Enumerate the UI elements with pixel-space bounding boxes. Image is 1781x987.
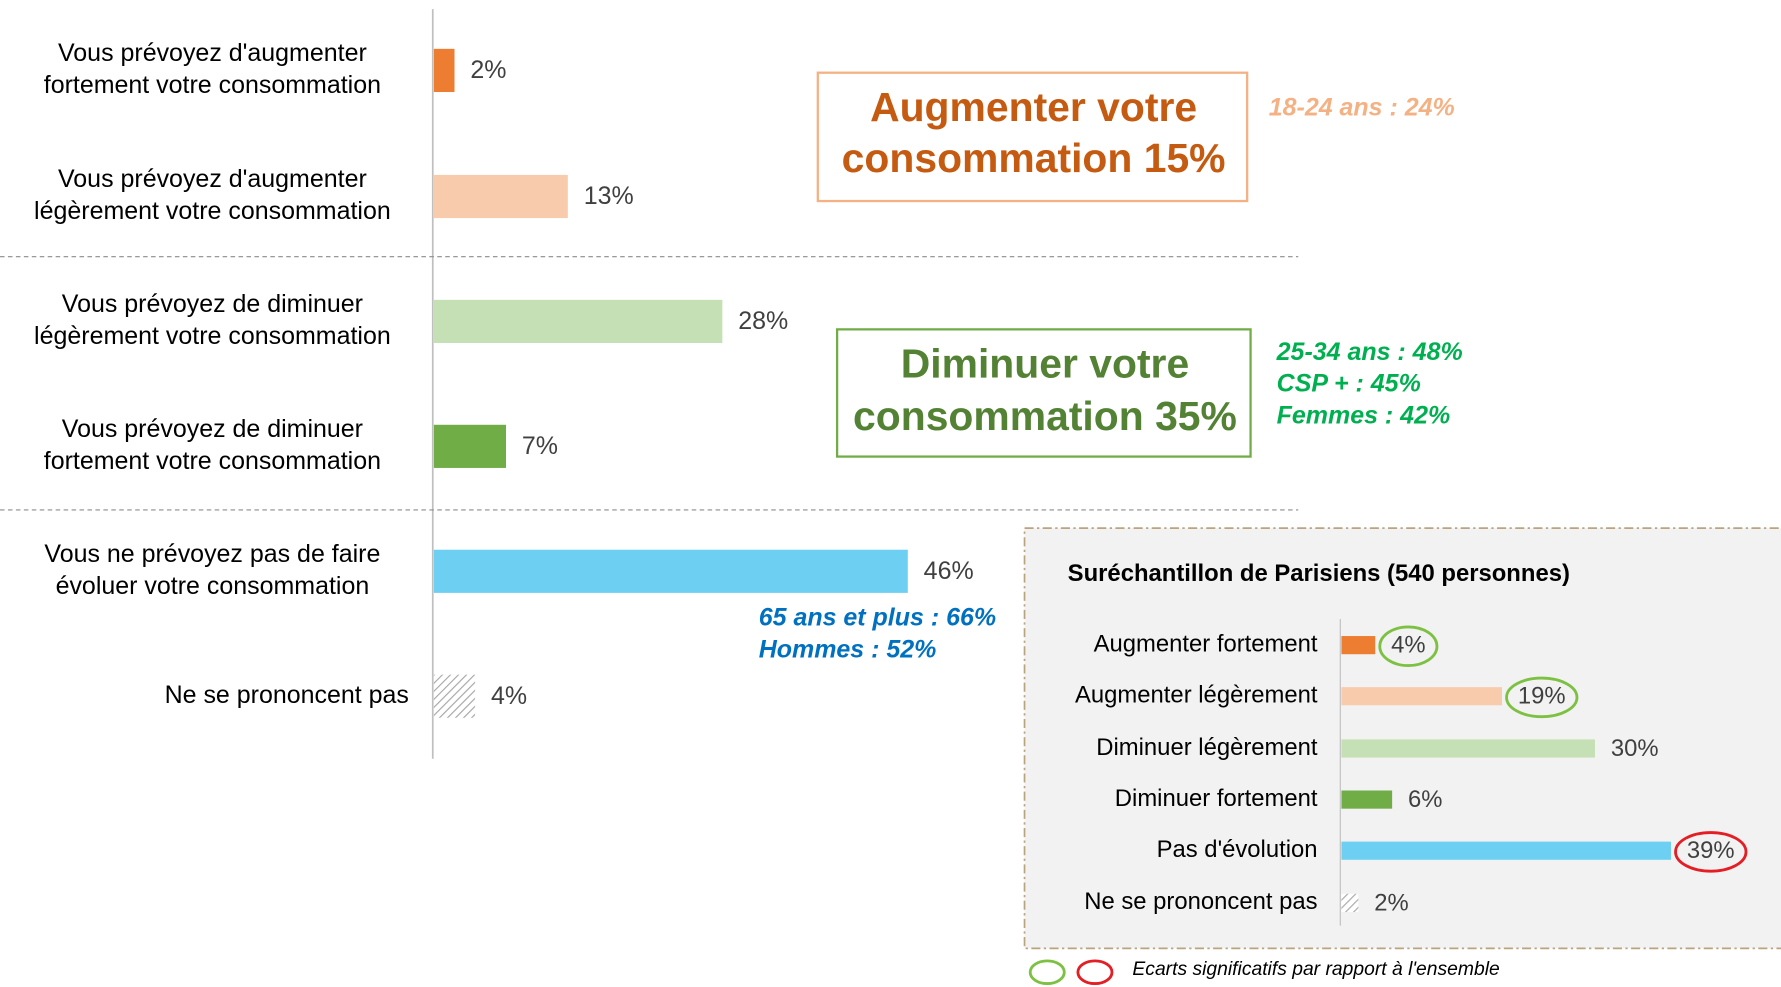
annotation-box [816,71,1249,203]
annotation-text: consommation 15% [842,135,1226,181]
inset-panel [1023,527,1781,950]
category-label: fortement votre consommation [44,71,381,99]
category-label: légèrement votre consommation [34,197,391,225]
value-label: 30% [1611,735,1659,762]
bar [1341,739,1595,758]
category-label: Augmenter fortement [1094,630,1318,657]
significance-circle [1378,625,1439,667]
category-label: fortement votre consommation [44,447,381,475]
bar [433,48,455,92]
bar [1341,687,1502,706]
value-label: 4% [1391,632,1425,659]
value-label: 7% [522,432,558,460]
category-label: Vous prévoyez de diminuer [62,415,363,443]
annotation-text: 25-34 ans : 48% [1276,338,1463,366]
annotation-text: consommation 35% [853,393,1237,439]
legend-symbol [1028,959,1066,986]
bar [433,424,507,468]
significance-circle [1505,676,1579,719]
legend-text: Ecarts significatifs par rapport à l'ens… [1132,959,1500,980]
bar [433,174,568,219]
legend-symbol [1076,959,1114,986]
bar [433,299,723,344]
category-label: Vous prévoyez d'augmenter [58,165,367,193]
category-label: Pas d'évolution [1157,836,1318,863]
category-label: Vous prévoyez d'augmenter [58,39,367,67]
category-label: Vous ne prévoyez pas de faire [44,540,380,568]
bar [1341,636,1376,655]
value-label: 2% [470,56,506,84]
annotation-text: CSP + : 45% [1277,370,1421,398]
category-label: Augmenter légèrement [1075,682,1318,709]
value-label: 19% [1518,683,1566,710]
bar [1341,841,1672,860]
annotation-text: Diminuer votre [901,341,1189,387]
category-label: légèrement votre consommation [34,322,391,350]
inset-title: Suréchantillon de Parisiens (540 personn… [1068,560,1570,587]
category-label: Vous prévoyez de diminuer [62,290,363,318]
annotation-box [835,328,1252,458]
bar [433,674,476,718]
value-label: 39% [1687,837,1735,864]
value-label: 28% [738,307,788,335]
bar [1341,893,1359,913]
significance-circle [1674,831,1748,873]
annotation-text: 65 ans et plus : 66% [759,604,996,632]
value-label: 2% [1374,889,1408,916]
value-label: 6% [1408,786,1442,813]
annotation-text: Augmenter votre [870,84,1197,130]
annotation-text: 18-24 ans : 24% [1269,94,1455,122]
value-label: 4% [491,682,527,710]
value-label: 46% [924,557,974,585]
bar [433,549,908,593]
category-label: Diminuer légèrement [1096,734,1318,761]
category-label: Diminuer fortement [1115,785,1318,812]
value-label: 13% [584,182,634,210]
annotation-text: Hommes : 52% [759,635,937,663]
annotation-text: Femmes : 42% [1277,401,1450,429]
category-label: Ne se prononcent pas [1084,888,1317,915]
category-label: évoluer votre consommation [56,572,370,600]
bar [1341,790,1393,809]
category-label: Ne se prononcent pas [165,681,409,709]
